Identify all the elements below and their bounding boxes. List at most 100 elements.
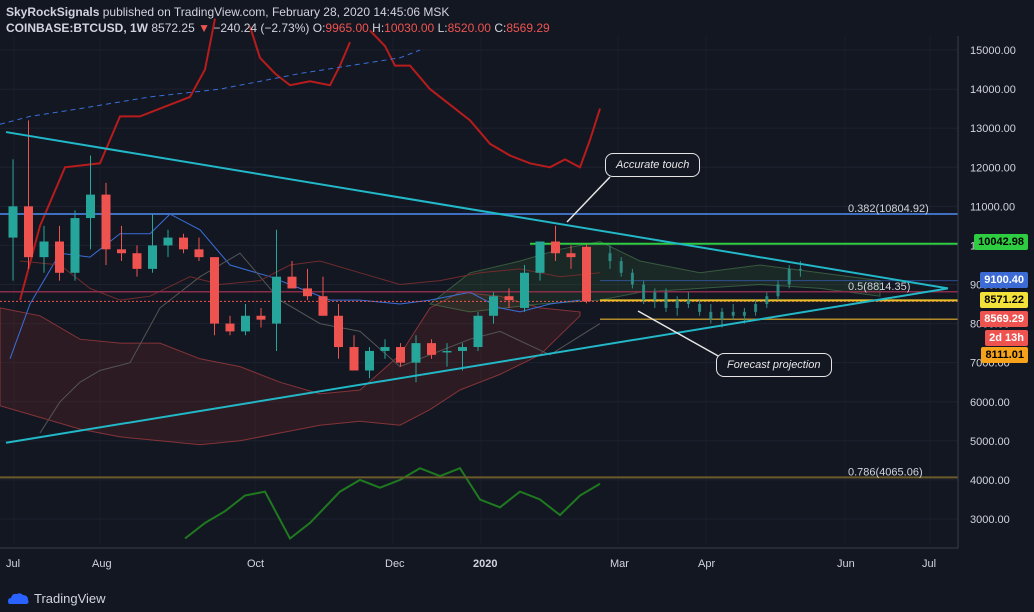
publish-line: SkyRockSignals published on TradingView.… — [6, 4, 550, 20]
forecast-candle-body — [642, 284, 646, 301]
candle-body — [318, 296, 328, 316]
candle-body — [380, 347, 390, 351]
forecast-candle-body — [608, 253, 612, 262]
accurate-touch-pointer — [566, 176, 611, 223]
candle-body — [272, 276, 281, 324]
trendlines — [5, 131, 949, 444]
x-tick-label: Apr — [698, 558, 715, 570]
forecast-candle-body — [776, 284, 780, 297]
candle-body — [148, 245, 157, 269]
candle-body — [194, 249, 204, 258]
candle-body — [427, 343, 436, 355]
forecast-projection-callout[interactable]: Forecast projection — [716, 353, 832, 377]
high-label: H: — [372, 21, 385, 35]
candle-body — [70, 218, 80, 273]
tradingview-cloud-icon — [8, 592, 29, 604]
low-label: L: — [437, 21, 448, 35]
author[interactable]: SkyRockSignals — [6, 5, 100, 19]
candle-body — [489, 296, 498, 316]
candle-body — [86, 194, 95, 219]
forecast-candle-body — [709, 311, 713, 320]
chart-header: SkyRockSignals published on TradingView.… — [6, 4, 550, 36]
lagging-span-line-c — [249, 26, 351, 87]
fib-0786-label: 0.786(4065.06) — [848, 466, 923, 478]
candle-body — [334, 315, 343, 348]
candle-body — [442, 350, 452, 353]
candle-body — [473, 315, 483, 348]
candle-body — [582, 246, 591, 302]
forecast-candle-body — [664, 292, 668, 308]
close-label: C: — [494, 21, 507, 35]
close-value: 8569.29 — [506, 21, 550, 35]
x-tick-label: Jul — [6, 558, 20, 570]
candle-body — [241, 315, 250, 332]
forecast-candle-body — [698, 304, 702, 312]
symbol-label[interactable]: COINBASE:BTCUSD, 1W — [6, 21, 149, 35]
open-label: O: — [312, 21, 326, 35]
publish-info: published on TradingView.com, February 2… — [102, 5, 450, 19]
forecast-candle-body — [742, 311, 746, 316]
high-value: 10030.00 — [384, 21, 435, 35]
tradingview-logo[interactable]: TradingView — [8, 591, 106, 606]
candle-body — [303, 288, 312, 297]
candle-body — [225, 323, 235, 332]
green-oscillator-line — [184, 466, 601, 541]
time-axis: Jul Aug Oct Dec 2020 Mar Apr Jun Jul — [0, 547, 958, 570]
accurate-touch-callout[interactable]: Accurate touch — [605, 153, 701, 177]
forecast-candle-body — [675, 300, 679, 308]
candle-body — [411, 343, 421, 363]
x-tick-label: Dec — [385, 558, 405, 570]
candle-body — [365, 350, 374, 371]
open-value: 9965.00 — [325, 21, 369, 35]
y-tick-label: 6000.00 — [970, 397, 1010, 409]
y-tick-label: 12000.00 — [970, 162, 1016, 174]
forecast-projection-pointer — [637, 310, 721, 358]
y-tick-label: 11000.00 — [970, 201, 1015, 213]
y-tick-label: 14000.00 — [970, 84, 1016, 96]
candle-body — [287, 276, 297, 289]
x-tick-label: Jun — [837, 558, 855, 570]
fib-05-label: 0.5(8814.35) — [848, 281, 910, 293]
candle-body — [179, 237, 188, 250]
forecast-candle-body — [798, 268, 802, 271]
cloud-area — [0, 291, 581, 446]
badge-blue-level: 9100.40 — [980, 272, 1028, 288]
last-price: 8572.25 — [151, 21, 195, 35]
x-tick-label: Oct — [247, 558, 264, 570]
candle-body — [504, 296, 514, 301]
forecast-candle-body — [765, 296, 769, 305]
badge-last-price: 8569.29 — [980, 311, 1028, 327]
price-levels: 0.382(10804.92) 0.5(8814.35) 0.786(4065.06… — [0, 203, 958, 479]
x-tick-label: Jul — [922, 558, 936, 570]
candle-body — [396, 347, 405, 363]
forecast-candle-body — [653, 292, 657, 301]
candle-body — [117, 249, 126, 254]
x-tick-label: Aug — [92, 558, 112, 570]
candle-body — [520, 272, 529, 308]
candles — [8, 120, 591, 383]
forecast-candle-body — [731, 311, 735, 316]
y-tick-label: 5000.00 — [970, 436, 1010, 448]
forecast-candle-body — [630, 272, 634, 285]
y-tick-label: 13000.00 — [970, 123, 1016, 135]
lagging-span-line-a — [19, 18, 216, 301]
badge-yellow-level: 8571.22 — [980, 292, 1028, 308]
forecast-candle-body — [619, 261, 623, 273]
dashed-channel-line — [0, 49, 421, 125]
candle-body — [210, 257, 219, 324]
candle-body — [163, 237, 173, 246]
x-tick-label: Mar — [610, 558, 629, 570]
lagging-span-line-b — [369, 29, 601, 169]
down-arrow-icon: ▼ — [198, 21, 210, 35]
candle-body — [535, 241, 545, 273]
forecast-candle-body — [686, 300, 690, 305]
y-tick-label: 3000.00 — [970, 514, 1010, 526]
candle-body — [8, 206, 18, 238]
candle-body — [132, 253, 142, 269]
candle-body — [551, 241, 560, 254]
descending-trendline — [5, 131, 949, 290]
x-tick-label: 2020 — [473, 558, 497, 570]
ascending-trendline — [5, 287, 949, 444]
candle-body — [24, 206, 33, 258]
